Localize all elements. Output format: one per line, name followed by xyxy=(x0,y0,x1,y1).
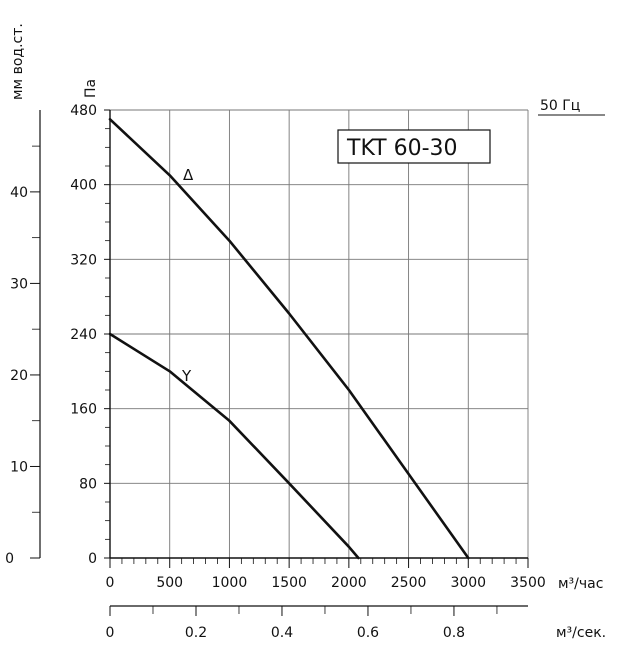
y-tick-label-mm: 20 xyxy=(10,368,28,384)
x-tick-label-hour: 2500 xyxy=(391,575,427,591)
curves xyxy=(108,118,470,560)
x-tick-label-sec: 0 xyxy=(106,625,115,641)
y-axis-unit-pa: Па xyxy=(83,79,99,98)
y-tick-label-pa: 160 xyxy=(70,402,97,418)
y-tick-label-pa: 240 xyxy=(70,327,97,343)
x-tick-label-sec: 0.8 xyxy=(443,625,465,641)
x-tick-label-hour: 0 xyxy=(106,575,115,591)
curve-y xyxy=(108,332,360,560)
x-tick-label-sec: 0.6 xyxy=(357,625,379,641)
x-tick-label-hour: 1000 xyxy=(212,575,248,591)
x-axis-unit-sec: м³/сек. xyxy=(556,625,606,641)
y-tick-label-pa: 80 xyxy=(79,476,97,492)
x-axis-unit-hour: м³/час xyxy=(558,576,603,592)
x-tick-label-sec: 0.2 xyxy=(185,625,207,641)
x-tick-label-sec: 0.4 xyxy=(271,625,293,641)
y-axis-unit-mm: мм вод.ст. xyxy=(10,23,26,100)
y-tick-label-pa: 320 xyxy=(70,252,97,268)
x-tick-label-hour: 1500 xyxy=(271,575,307,591)
x-tick-label-hour: 3000 xyxy=(450,575,486,591)
y-tick-label-mm: 40 xyxy=(10,185,28,201)
y-tick-label-pa: 0 xyxy=(88,551,97,567)
chart-title: TKT 60-30 xyxy=(346,136,458,161)
y-tick-label-pa: 480 xyxy=(70,103,97,119)
curve-delta xyxy=(108,118,470,560)
x-tick-label-hour: 500 xyxy=(156,575,183,591)
series-label-delta: Δ xyxy=(183,166,194,184)
tick-marks xyxy=(30,109,529,616)
y-tick-label-mm: 0 xyxy=(5,551,14,567)
y-tick-label-mm: 10 xyxy=(10,459,28,475)
x-tick-label-hour: 3500 xyxy=(510,575,546,591)
series-label-y: Y xyxy=(181,367,192,385)
frequency-label: 50 Гц xyxy=(540,98,580,114)
x-tick-label-hour: 2000 xyxy=(331,575,367,591)
y-tick-label-pa: 400 xyxy=(70,178,97,194)
y-tick-label-mm: 30 xyxy=(10,276,28,292)
title-box xyxy=(337,129,491,164)
